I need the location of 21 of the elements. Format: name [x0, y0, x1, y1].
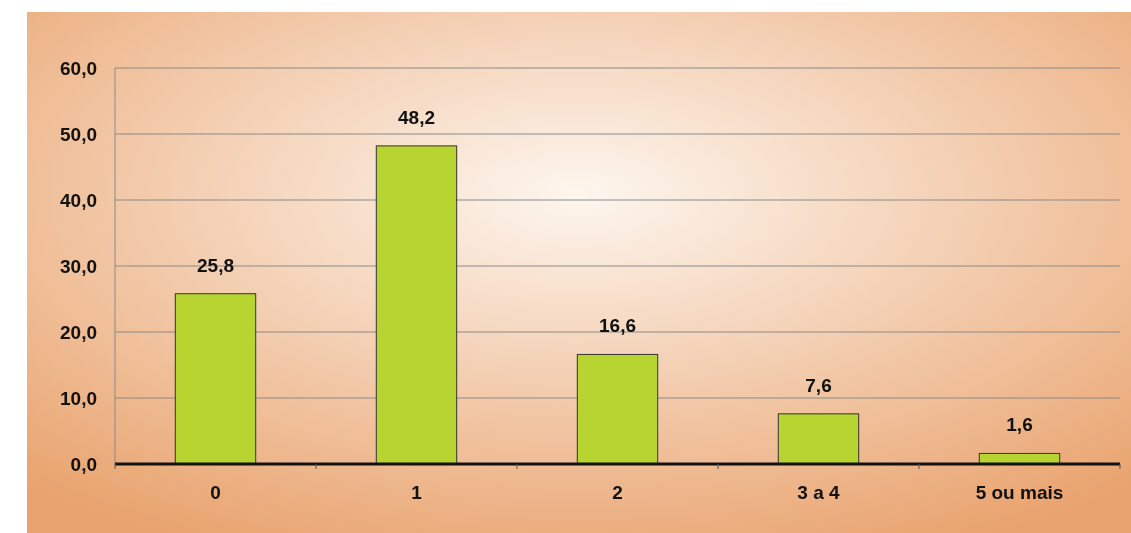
y-tick-label: 60,0: [60, 57, 97, 79]
data-label: 1,6: [1006, 414, 1033, 436]
data-label: 7,6: [805, 374, 832, 396]
y-tick-label: 30,0: [60, 255, 97, 277]
y-tick-label: 50,0: [60, 123, 97, 145]
data-label: 25,8: [197, 254, 234, 276]
x-tick-label: 2: [612, 482, 623, 503]
bar: [174, 293, 257, 465]
bar: [576, 353, 659, 465]
x-tick-label: 1: [411, 482, 423, 503]
x-tick-label: 3 a 4: [797, 482, 841, 503]
bar: [375, 145, 458, 465]
y-tick-label: 40,0: [60, 189, 97, 211]
y-tick-label: 10,0: [60, 387, 97, 409]
bar: [777, 413, 860, 465]
y-tick-label: 20,0: [60, 321, 97, 343]
x-tick-label: 5 ou mais: [975, 482, 1064, 503]
data-label: 48,2: [398, 106, 435, 128]
x-tick-label: 0: [210, 482, 221, 503]
y-tick-label: 0,0: [70, 453, 97, 475]
data-label: 16,6: [599, 315, 636, 337]
